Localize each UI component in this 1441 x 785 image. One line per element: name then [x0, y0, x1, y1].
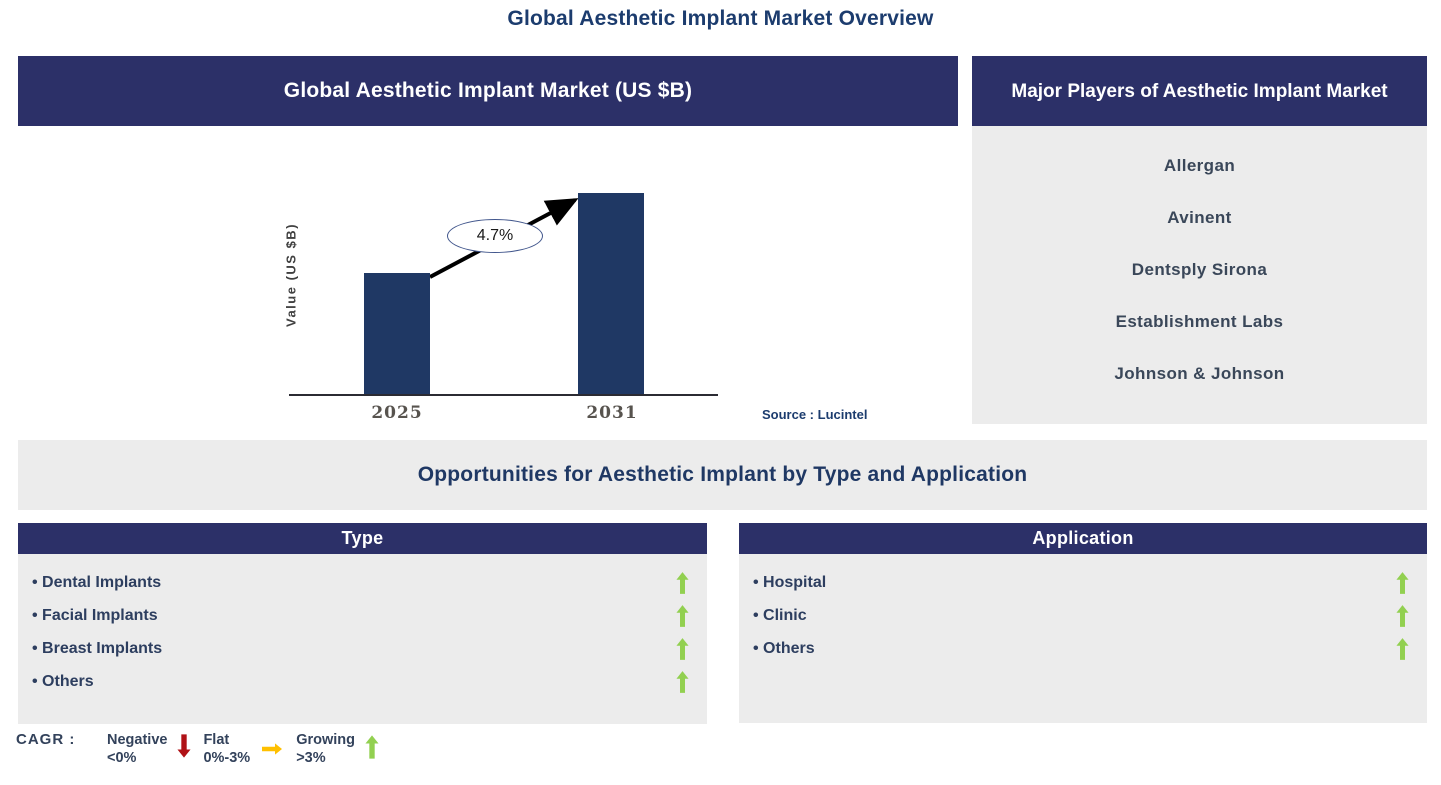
legend-range: >3%: [296, 750, 326, 766]
cagr-legend: CAGR : Negative <0% Flat 0%-3% Growing >…: [16, 731, 391, 767]
trend-up-icon: [365, 733, 379, 761]
legend-entry-negative: Negative <0%: [107, 731, 167, 767]
type-items-list: Dental Implants Facial Implants Breast I…: [18, 554, 707, 724]
trend-right-icon: [260, 739, 284, 759]
type-item-label: Facial Implants: [32, 607, 158, 625]
trend-up-icon: [676, 604, 689, 628]
application-items-list: Hospital Clinic Others: [739, 554, 1427, 723]
legend-label: Growing: [296, 732, 356, 748]
application-item-label: Clinic: [753, 607, 807, 625]
y-axis-label: Value (US $B): [283, 222, 299, 328]
legend-range: 0%-3%: [203, 750, 251, 766]
x-tick-2025: 2025: [371, 403, 423, 423]
player-name: Dentsply Sirona: [1131, 260, 1268, 279]
application-panel: Application Hospital Clinic Others: [739, 523, 1427, 723]
trend-up-icon: [676, 670, 689, 694]
list-item: Clinic: [753, 599, 1409, 632]
list-item: Others: [32, 665, 689, 698]
list-item: Breast Implants: [32, 632, 689, 665]
type-item-label: Breast Implants: [32, 640, 162, 658]
page-title: Global Aesthetic Implant Market Overview: [507, 7, 934, 30]
legend-range: <0%: [107, 750, 137, 766]
cagr-annotation: 4.7%: [447, 219, 543, 253]
bar-2025: [364, 273, 430, 394]
trend-up-icon: [1396, 637, 1409, 661]
bar-chart: Value (US $B) 4.7% 2025 2031 Source : Lu…: [18, 126, 958, 440]
list-item: Dental Implants: [32, 566, 689, 599]
legend-label: Flat: [203, 732, 230, 748]
legend-entry-growing: Growing >3%: [296, 731, 355, 767]
x-tick-2031: 2031: [586, 403, 638, 423]
trend-up-icon: [1396, 571, 1409, 595]
players-list: Allergan Avinent Dentsply Sirona Establi…: [972, 126, 1427, 424]
market-chart-panel: Global Aesthetic Implant Market (US $B) …: [18, 56, 958, 440]
trend-up-icon: [676, 637, 689, 661]
list-item: Facial Implants: [32, 599, 689, 632]
trend-up-icon: [676, 571, 689, 595]
list-item: Hospital: [753, 566, 1409, 599]
source-note: Source : Lucintel: [762, 407, 868, 422]
application-item-label: Others: [753, 640, 815, 658]
x-axis-line: [289, 394, 718, 396]
bar-2031: [578, 193, 644, 394]
player-name: Johnson & Johnson: [1114, 364, 1285, 383]
player-name: Allergan: [1163, 156, 1236, 175]
players-panel-header: Major Players of Aesthetic Implant Marke…: [972, 56, 1427, 126]
list-item: Others: [753, 632, 1409, 665]
opportunities-banner: Opportunities for Aesthetic Implant by T…: [18, 440, 1427, 510]
application-item-label: Hospital: [753, 574, 826, 592]
application-panel-header: Application: [739, 523, 1427, 554]
legend-label: Negative: [107, 732, 168, 748]
chart-panel-header: Global Aesthetic Implant Market (US $B): [18, 56, 958, 126]
trend-down-icon: [177, 733, 191, 759]
type-panel: Type Dental Implants Facial Implants Bre…: [18, 523, 707, 724]
trend-up-icon: [1396, 604, 1409, 628]
type-item-label: Others: [32, 673, 94, 691]
type-panel-header: Type: [18, 523, 707, 554]
legend-entry-flat: Flat 0%-3%: [203, 731, 250, 767]
player-name: Establishment Labs: [1115, 312, 1284, 331]
player-name: Avinent: [1167, 208, 1232, 227]
major-players-panel: Major Players of Aesthetic Implant Marke…: [972, 56, 1427, 424]
legend-prefix: CAGR :: [16, 731, 76, 748]
type-item-label: Dental Implants: [32, 574, 161, 592]
growth-trend-arrow: [429, 198, 579, 279]
